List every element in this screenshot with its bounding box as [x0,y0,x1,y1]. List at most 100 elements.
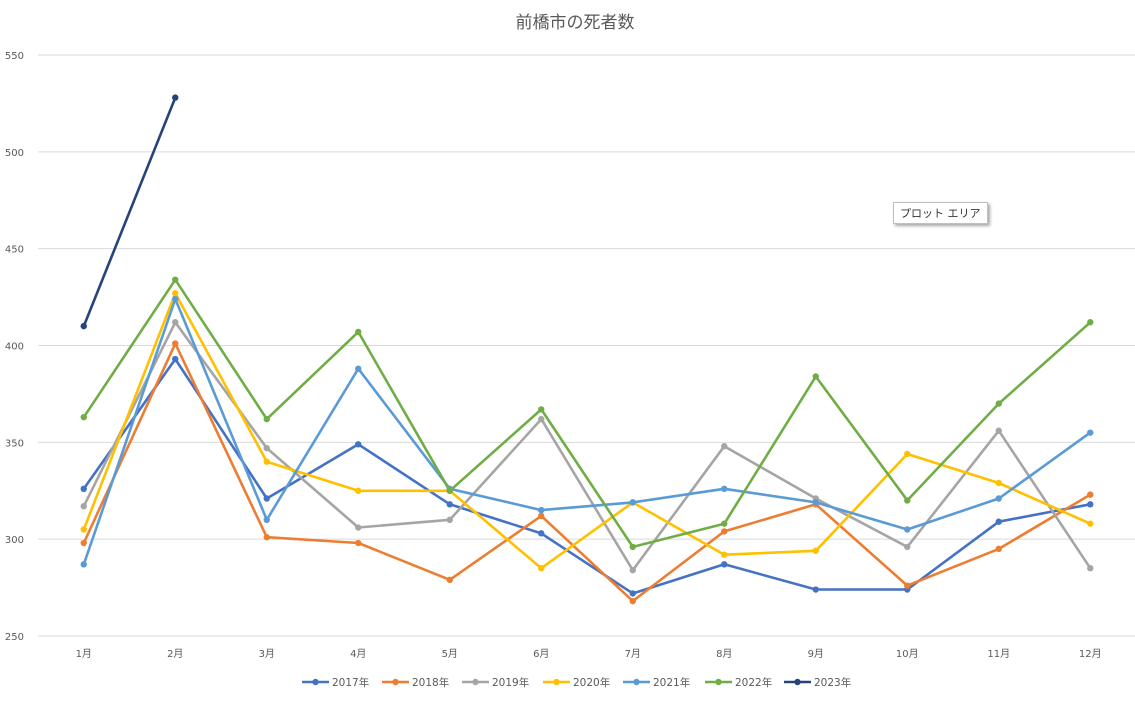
data-point [355,441,362,448]
data-point [629,566,636,574]
data-point [721,528,728,535]
legend-marker [553,678,560,686]
data-point [172,340,179,347]
legend-marker [715,678,722,686]
data-point [538,506,545,514]
x-tick-label: 12月 [1079,648,1102,660]
chart-title: 前橋市の死者数 [516,13,635,33]
data-point [812,373,819,380]
data-point [80,413,87,421]
data-point [538,406,545,413]
legend-label: 2021年 [653,676,690,689]
legend-label: 2019年 [492,676,529,689]
data-point [355,328,362,336]
data-point [629,597,636,605]
x-axis-tick-labels: 1月 2月 3月 4月 5月 6月 7月 8月 9月 10月 11月 12月 [76,648,1102,660]
series-1 [80,340,1094,605]
series-line [82,291,1092,570]
data-point [904,497,911,504]
x-tick-label: 4月 [350,648,366,660]
x-tick-label: 5月 [442,648,458,660]
legend-marker [794,678,801,686]
legend-label: 2020年 [573,676,610,689]
data-point [263,495,270,502]
data-point [812,586,819,593]
data-point [721,443,728,450]
legend-label: 2018年 [412,676,449,689]
data-point [263,516,270,523]
data-point [80,561,87,568]
data-point [995,518,1002,525]
data-point [995,400,1002,407]
data-point [1087,520,1094,527]
legend-label: 2023年 [814,676,851,689]
data-point [263,534,270,541]
data-point [80,485,87,493]
data-point [995,545,1002,553]
series-line [82,320,1092,572]
legend-item: 2023年 [784,676,851,689]
series-6 [80,94,179,330]
data-point [355,365,362,372]
y-tick-label: 400 [5,342,24,353]
data-point [1087,429,1094,436]
data-point [721,561,728,568]
data-point [538,512,545,520]
series-line [82,297,1092,566]
data-point [995,479,1002,487]
series-line [82,278,1092,549]
data-point [172,290,179,297]
legend-marker [633,678,640,686]
x-tick-label: 9月 [808,648,824,660]
data-point [904,582,911,589]
data-point [629,499,636,506]
data-point [446,516,453,523]
data-point [995,427,1002,434]
data-point [1087,491,1094,498]
legend-marker [472,678,479,686]
data-point [172,355,179,363]
x-tick-label: 3月 [259,648,275,660]
data-point [721,551,728,558]
series-3 [80,290,1094,572]
data-point [263,415,270,423]
legend-marker [392,678,399,686]
data-point [995,495,1002,502]
data-point [904,526,911,533]
data-point [721,520,728,527]
data-point [80,503,87,510]
data-point [721,485,728,493]
data-point [904,543,911,551]
y-tick-label: 450 [5,245,24,256]
legend-marker [312,678,319,686]
data-point [904,450,911,458]
data-point [263,458,270,465]
data-point [80,539,87,547]
data-point [538,415,545,423]
data-point [446,501,453,508]
legend: 2017年 2018年 2019年 2020年 2021年 2022年 2023年 [302,676,851,689]
y-tick-label: 300 [5,535,24,546]
series-line [82,342,1092,603]
legend-item: 2019年 [462,676,529,689]
data-point [172,276,179,283]
series-4 [80,295,1094,568]
data-point [1087,565,1094,572]
data-point [538,565,545,572]
series-line [82,96,177,328]
data-point [80,322,87,330]
y-tick-label: 500 [5,148,24,159]
x-tick-label: 10月 [896,648,919,660]
legend-item: 2017年 [302,676,369,689]
data-point [629,590,636,597]
data-point [263,444,270,452]
data-point [172,295,179,303]
data-point [172,319,179,326]
y-axis-tick-labels: 250 300 350 400 450 500 550 [5,51,24,643]
legend-item: 2021年 [623,676,690,689]
x-tick-label: 8月 [716,648,732,660]
x-tick-label: 1月 [76,648,92,660]
series-lines [80,94,1094,605]
legend-label: 2022年 [735,676,772,689]
